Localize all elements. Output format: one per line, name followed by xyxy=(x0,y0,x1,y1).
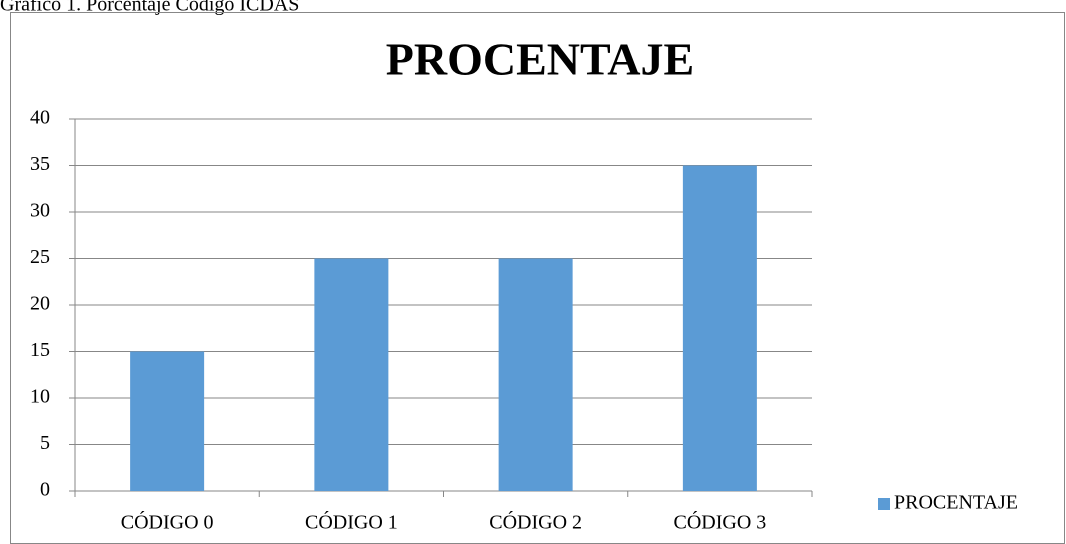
bar xyxy=(498,258,573,491)
bar xyxy=(682,165,757,491)
bar xyxy=(314,258,389,491)
bar xyxy=(130,351,205,491)
y-tick-label: 30 xyxy=(30,200,50,222)
y-tick-label: 20 xyxy=(30,293,50,315)
caption: Gráfico 1. Porcentaje Código ICDAS xyxy=(0,0,299,16)
legend-swatch xyxy=(878,498,890,510)
y-tick-label: 15 xyxy=(30,339,50,361)
x-tick-label: CÓDIGO 1 xyxy=(305,510,398,534)
x-tick-label: CÓDIGO 2 xyxy=(489,510,582,534)
y-tick-label: 25 xyxy=(30,246,50,268)
x-tick-label: CÓDIGO 3 xyxy=(673,510,766,534)
y-tick-label: 40 xyxy=(30,107,50,129)
x-tick-label: CÓDIGO 0 xyxy=(121,510,214,534)
y-tick-label: 0 xyxy=(40,479,50,501)
y-tick-label: 35 xyxy=(30,153,50,175)
y-tick-label: 5 xyxy=(40,432,50,454)
y-tick-label: 10 xyxy=(30,386,50,408)
legend-label: PROCENTAJE xyxy=(894,492,1018,514)
chart-title: PROCENTAJE xyxy=(386,34,694,85)
